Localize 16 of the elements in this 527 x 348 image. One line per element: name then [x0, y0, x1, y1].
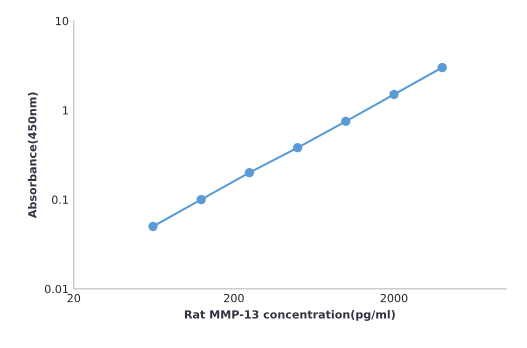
point — [341, 116, 350, 126]
point — [292, 143, 302, 152]
x-tick-label: 20 — [68, 294, 80, 302]
y-axis-title: Absorbance(450nm) — [28, 92, 38, 218]
y-tick-label: 0.1 — [52, 195, 68, 204]
point — [438, 62, 447, 72]
point — [389, 90, 399, 100]
y-tick-label: 10 — [56, 16, 68, 26]
x-tick-label: 200 — [224, 294, 244, 302]
y-tick-label: 0.01 — [44, 284, 68, 294]
x-axis-title: Rat MMP-13 concentration(pg/ml) — [184, 310, 395, 321]
point — [148, 222, 158, 232]
point — [196, 194, 206, 204]
x-tick-label: 2000 — [380, 294, 408, 302]
y-tick-label: 1 — [63, 106, 68, 114]
point — [244, 168, 254, 178]
